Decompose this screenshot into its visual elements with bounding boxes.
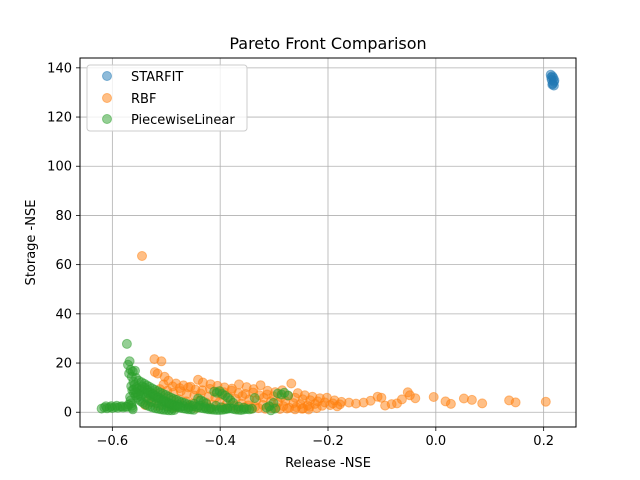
point-rbf	[156, 356, 167, 367]
y-tick-label: 80	[55, 209, 72, 224]
x-tick-label: 0.2	[533, 434, 554, 449]
legend-marker-piecewiselinear	[102, 114, 112, 124]
point-rbf	[255, 380, 266, 391]
legend-label-starfit: STARFIT	[131, 70, 183, 85]
y-tick-label: 40	[55, 307, 72, 322]
x-tick-label: −0.4	[204, 434, 236, 449]
y-axis-label: Storage -NSE	[24, 200, 39, 286]
point-rbf	[286, 378, 297, 389]
x-axis-label: Release -NSE	[285, 456, 371, 471]
point-rbf	[303, 404, 314, 415]
ticks-layer: −0.6 −0.4 −0.2 0.0 0.2 0 20 40 60 80 100 120 140	[47, 61, 554, 449]
y-tick-label: 140	[47, 61, 72, 76]
point-piecewiselinear	[247, 403, 257, 414]
point-rbf	[376, 392, 387, 403]
legend-box	[86, 64, 248, 132]
point-starfit	[547, 79, 558, 90]
grid-layer	[80, 58, 576, 427]
point-piecewiselinear	[261, 402, 272, 413]
point-piecewiselinear	[283, 390, 294, 401]
legend-label-rbf: RBF	[131, 92, 156, 107]
x-tick-label: −0.2	[312, 434, 344, 449]
legend-label-piecewiselinear: PiecewiseLinear	[131, 113, 235, 128]
x-tick-label: 0.0	[425, 434, 446, 449]
y-tick-label: 60	[55, 258, 72, 273]
legend-marker-starfit	[102, 71, 112, 81]
point-piecewiselinear	[122, 401, 133, 412]
point-rbf	[319, 397, 330, 408]
point-piecewiselinear	[221, 403, 232, 414]
y-tick-label: 120	[47, 111, 72, 126]
point-piecewiselinear	[249, 393, 260, 403]
y-tick-label: 20	[55, 357, 72, 372]
y-tick-label: 100	[47, 160, 72, 175]
point-rbf	[477, 398, 488, 409]
points-layer	[96, 69, 560, 416]
chart-title: Pareto Front Comparison	[229, 34, 426, 53]
point-rbf	[510, 397, 521, 408]
point-rbf	[428, 392, 439, 402]
point-piecewiselinear	[121, 338, 132, 349]
point-rbf	[410, 393, 421, 404]
point-rbf	[334, 399, 345, 410]
point-piecewiselinear	[174, 401, 185, 412]
point-rbf	[466, 394, 477, 405]
point-rbf	[137, 251, 147, 261]
point-piecewiselinear	[238, 402, 249, 413]
point-rbf	[540, 396, 551, 407]
point-rbf	[458, 393, 469, 404]
point-rbf	[174, 383, 185, 394]
legend: STARFIT RBF PiecewiseLinear	[86, 64, 248, 132]
x-tick-label: −0.6	[97, 434, 129, 449]
point-rbf	[396, 394, 407, 405]
y-tick-label: 0	[64, 406, 72, 421]
legend-marker-rbf	[102, 93, 112, 103]
point-rbf	[445, 398, 456, 409]
